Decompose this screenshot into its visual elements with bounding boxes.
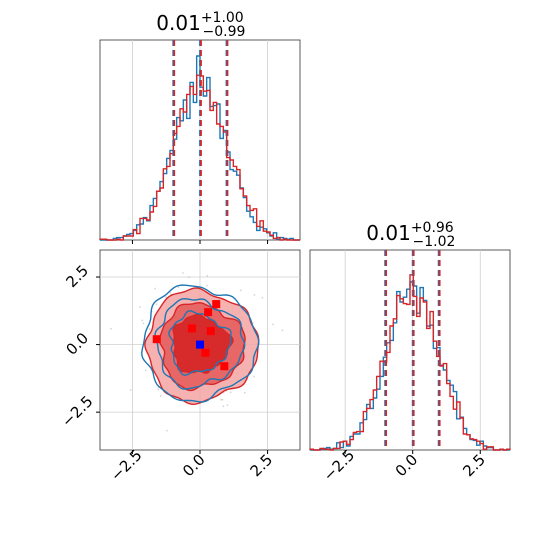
- red-marker-3: [212, 300, 221, 309]
- scatter-point: [272, 323, 275, 326]
- red-marker-1: [187, 324, 196, 333]
- scatter-point: [144, 369, 147, 372]
- red-marker-2: [204, 308, 213, 317]
- x-tick-label-1: 0.0: [392, 451, 422, 481]
- scatter-point: [220, 398, 222, 401]
- scatter-point: [157, 388, 160, 391]
- contour-blue-outer: [141, 284, 260, 403]
- scatter-point: [226, 404, 229, 407]
- scatter-point: [243, 391, 246, 394]
- panel-bottom-right-quantile-lines: [384, 250, 441, 450]
- panel-top-left-title-minus: −0.99: [203, 24, 246, 40]
- scatter-point: [182, 272, 184, 274]
- scatter-point: [166, 429, 168, 432]
- scatter-point: [129, 389, 132, 391]
- panel-bottom-right-title-plus: +0.96: [411, 220, 454, 236]
- x-tick-label-2: 2.5: [247, 451, 277, 481]
- y-tick-label-2: 2.5: [62, 262, 92, 292]
- x-tick-label-1: 0.0: [179, 451, 209, 481]
- scatter-point: [206, 284, 208, 287]
- scatter-point: [261, 296, 264, 299]
- panel-bottom-right-title: 0.01+0.96: [366, 220, 454, 245]
- x-tick-label-0: −2.5: [107, 446, 145, 484]
- scatter-point: [148, 328, 151, 331]
- y-tick-label-1: 0.0: [62, 329, 92, 359]
- scatter-point: [281, 329, 284, 332]
- scatter-point: [165, 296, 167, 298]
- histogram-br-series-2: [309, 274, 511, 451]
- panel-top-left-title-median: 0.01: [156, 11, 201, 35]
- scatter-point: [177, 286, 180, 289]
- scatter-point: [141, 319, 144, 322]
- contour-blue-middle: [154, 297, 246, 390]
- scatter-point: [222, 405, 225, 408]
- scatter-point: [206, 274, 209, 277]
- red-marker-5: [201, 348, 210, 357]
- panel-bottom-right-ticks: −2.5 0.0 2.5: [320, 446, 489, 484]
- contour-red-middle: [158, 301, 246, 392]
- scatter-point: [142, 322, 145, 325]
- scatter-point: [187, 276, 190, 279]
- scatter-point: [159, 395, 162, 397]
- x-tick-label-0: −2.5: [320, 446, 358, 484]
- panel-bottom-left-2d: −2.5 0.0 2.5 −2.5 0.0 2.5: [58, 249, 301, 485]
- scatter-point: [139, 306, 141, 309]
- contour-blue-inner: [168, 310, 232, 376]
- panel-top-left-ticks: [131, 240, 269, 244]
- red-marker-6: [220, 362, 229, 371]
- scatter-point: [155, 303, 158, 306]
- scatter-point: [239, 289, 242, 292]
- scatter-point: [221, 398, 224, 401]
- scatter-point: [253, 375, 255, 378]
- scatter-point: [169, 291, 172, 294]
- red-marker-0: [152, 335, 161, 344]
- scatter-point: [253, 294, 256, 296]
- scatter-point: [110, 327, 112, 330]
- red-marker-4: [206, 327, 215, 336]
- panel-top-left-quantile-lines: [172, 40, 229, 240]
- panel-top-left-title-plus: +1.00: [201, 10, 244, 26]
- blue-marker: [196, 340, 204, 349]
- panel-top-left-title: 0.01+1.00: [156, 10, 243, 35]
- scatter-point: [154, 287, 157, 290]
- panel-top-left-histogram: 0.01+1.00 −0.99: [99, 10, 301, 244]
- panel-bottom-right-title-median: 0.01: [366, 221, 411, 245]
- scatter-point: [229, 391, 232, 394]
- panel-bottom-left-markers: [152, 300, 229, 371]
- x-tick-label-2: 2.5: [459, 451, 489, 481]
- contour-red-outer: [144, 287, 260, 406]
- panel-bottom-right-histogram: −2.5 0.0 2.5 0.01+0.96 −1.02: [309, 220, 511, 485]
- panel-bottom-right-title-minus: −1.02: [413, 234, 456, 250]
- y-tick-label-0: −2.5: [58, 392, 96, 430]
